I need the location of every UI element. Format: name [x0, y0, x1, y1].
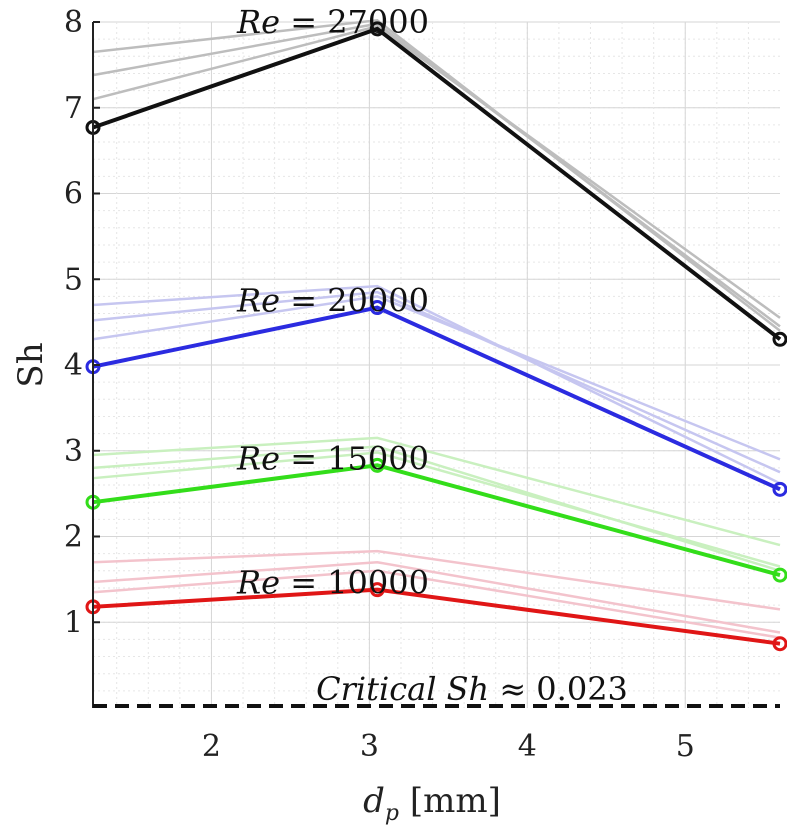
y-axis-label: Sh	[11, 342, 51, 387]
y-tick-label: 6	[64, 177, 83, 212]
critical-approx-value: ≈ 0.023	[499, 670, 628, 708]
faint-series-line	[92, 295, 781, 461]
y-tick-label: 2	[64, 520, 83, 555]
x-tick-label: 2	[202, 729, 221, 764]
faint-series-line	[92, 284, 781, 485]
series-point	[369, 457, 385, 473]
series-point	[772, 636, 787, 652]
series-label-re: Re	[236, 564, 280, 602]
x-tick-label: 3	[360, 729, 379, 764]
faint-series-lines	[92, 18, 781, 639]
faint-series-line	[92, 24, 781, 319]
series-line	[92, 26, 782, 341]
y-tick-label: 8	[64, 5, 83, 40]
faint-series-line	[92, 569, 781, 639]
x-tick-label: 4	[518, 729, 537, 764]
series-label: Re = 20000	[236, 282, 429, 320]
series-point	[772, 567, 787, 583]
y-tick-label: 4	[64, 348, 83, 383]
critical-prefix: Critical	[316, 670, 436, 708]
x-axis-label: dp [mm]	[363, 781, 501, 826]
series-point	[369, 582, 385, 598]
faint-series-line	[92, 290, 781, 474]
series-point	[369, 21, 385, 37]
series-label-value: = 20000	[280, 282, 429, 320]
critical-sh-symbol: Sh	[447, 670, 490, 708]
series-point	[369, 300, 385, 316]
series-label-re: Re	[236, 3, 280, 41]
series-label-value: = 15000	[280, 439, 429, 477]
series-point	[772, 331, 787, 347]
tick-labels: 1 2 3 4 5 6 7 8 2 3 4 5	[64, 5, 695, 764]
series-label: Re = 27000	[236, 3, 429, 41]
faint-series-line	[92, 560, 781, 634]
series-line	[92, 305, 781, 492]
series-line	[92, 587, 781, 646]
y-tick-label: 3	[64, 434, 83, 469]
y-tick-label: 5	[64, 262, 83, 297]
series-point	[772, 481, 787, 497]
y-tick-label: 1	[64, 605, 83, 640]
faint-series-line	[92, 18, 781, 332]
faint-series-line	[92, 445, 781, 572]
x-tick-label: 5	[676, 729, 695, 764]
x-axis-label-main: d	[363, 781, 385, 821]
series-label-re: Re	[236, 282, 280, 320]
faint-series-line	[92, 436, 781, 547]
series-label-value: = 10000	[280, 564, 429, 602]
critical-sh-label: Critical Sh ≈ 0.023	[316, 670, 628, 708]
series-label: Re = 10000	[236, 564, 429, 602]
series-label: Re = 15000	[236, 439, 429, 477]
series-label-value: = 27000	[280, 3, 429, 41]
faint-series-line	[92, 549, 781, 611]
series-label-re: Re	[236, 439, 280, 477]
y-tick-label: 7	[64, 91, 83, 126]
x-axis-label-unit: [mm]	[410, 781, 501, 821]
x-axis-label-sub: p	[385, 801, 399, 826]
main-series-lines	[92, 26, 782, 646]
series-line	[92, 463, 781, 578]
